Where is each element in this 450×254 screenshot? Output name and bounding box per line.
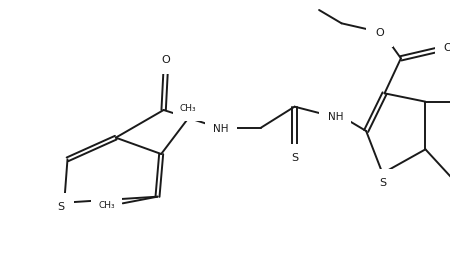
- Text: CH₃: CH₃: [180, 104, 197, 113]
- Text: NH: NH: [328, 112, 343, 122]
- Text: S: S: [291, 153, 298, 163]
- Text: S: S: [379, 178, 386, 188]
- Text: O: O: [161, 55, 170, 65]
- Text: NH: NH: [213, 124, 229, 134]
- Text: O: O: [444, 43, 450, 53]
- Text: S: S: [58, 202, 65, 212]
- Text: CH₃: CH₃: [98, 201, 115, 210]
- Text: O: O: [375, 28, 384, 38]
